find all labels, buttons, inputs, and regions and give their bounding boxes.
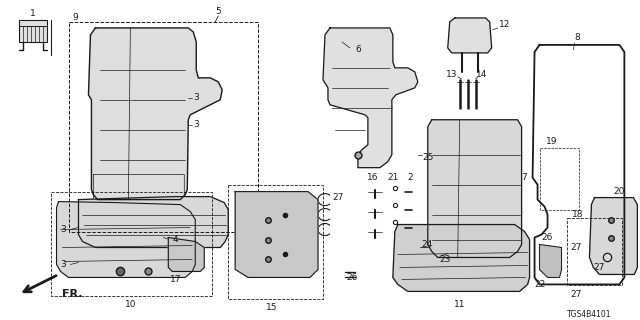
Polygon shape [393, 225, 529, 292]
Polygon shape [93, 175, 184, 204]
Text: 21: 21 [387, 173, 399, 182]
Text: 13: 13 [446, 70, 458, 79]
Text: FR.: FR. [62, 289, 83, 300]
Text: TGS4B4101: TGS4B4101 [567, 310, 612, 319]
Text: 12: 12 [499, 20, 510, 29]
Polygon shape [323, 28, 418, 168]
Bar [68, 22, 258, 232]
Text: 27: 27 [594, 263, 605, 272]
Text: 27: 27 [332, 193, 344, 202]
Text: 26: 26 [346, 273, 358, 282]
Text: 3: 3 [193, 120, 199, 129]
Text: 3: 3 [61, 225, 67, 234]
Text: 11: 11 [454, 300, 465, 309]
Polygon shape [540, 244, 561, 277]
Polygon shape [79, 196, 228, 247]
Text: 27: 27 [571, 243, 582, 252]
Text: 4: 4 [173, 235, 178, 244]
Polygon shape [88, 28, 222, 200]
Text: 14: 14 [476, 70, 487, 79]
Text: 24: 24 [421, 240, 433, 249]
Text: 17: 17 [170, 275, 181, 284]
Polygon shape [589, 197, 637, 275]
Polygon shape [428, 120, 522, 258]
Text: 18: 18 [572, 210, 583, 219]
Text: 10: 10 [125, 300, 136, 309]
Text: 20: 20 [614, 187, 625, 196]
Bar [228, 185, 323, 300]
Polygon shape [448, 18, 492, 53]
Bar [51, 192, 212, 296]
Text: 23: 23 [439, 255, 451, 264]
Text: 5: 5 [215, 7, 221, 16]
Text: 25: 25 [422, 153, 433, 162]
Text: 22: 22 [534, 280, 545, 289]
Text: 9: 9 [72, 13, 78, 22]
Text: 7: 7 [522, 173, 527, 182]
Bar [568, 218, 622, 285]
Text: 15: 15 [266, 303, 278, 312]
Text: 27: 27 [571, 290, 582, 299]
Bar [540, 148, 579, 210]
Polygon shape [56, 202, 195, 277]
Text: 1: 1 [29, 10, 35, 19]
Text: 16: 16 [367, 173, 379, 182]
Text: 3: 3 [61, 260, 67, 269]
Text: 8: 8 [575, 33, 580, 43]
Polygon shape [235, 192, 318, 277]
Text: 3: 3 [193, 93, 199, 102]
Text: 26: 26 [542, 233, 553, 242]
Text: 6: 6 [355, 45, 361, 54]
Polygon shape [168, 237, 204, 271]
Bar [19, 20, 47, 42]
Text: 2: 2 [407, 173, 413, 182]
Text: 19: 19 [546, 137, 557, 146]
